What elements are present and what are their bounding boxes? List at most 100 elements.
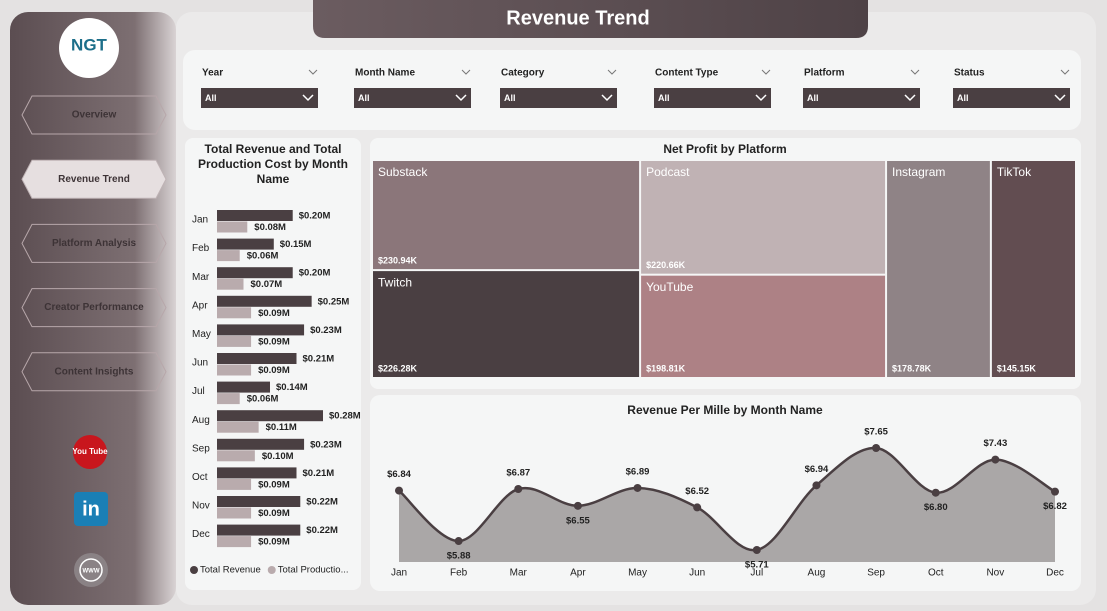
tile-label: Substack: [378, 165, 428, 179]
nav-label[interactable]: Platform Analysis: [52, 238, 137, 249]
point[interactable]: [991, 455, 1000, 464]
x-tick-label: Feb: [450, 568, 468, 579]
data-label: $0.08M: [254, 222, 286, 233]
logo-text: NGT: [71, 35, 108, 54]
data-label: $0.28M: [329, 411, 361, 422]
y-tick-label: Aug: [192, 415, 210, 426]
bar: [217, 478, 252, 490]
title-line: Production Cost by Month: [198, 157, 348, 171]
point[interactable]: [573, 501, 582, 510]
bar: [217, 410, 323, 422]
nav-button[interactable]: [21, 159, 167, 199]
x-tick-label: Jan: [391, 568, 407, 579]
tile-value: $226.28K: [378, 363, 418, 373]
point[interactable]: [693, 503, 702, 512]
bar: [217, 524, 301, 536]
filter-value[interactable]: All: [504, 93, 516, 103]
dropdown-arrow: [1054, 94, 1066, 102]
bar: [217, 421, 259, 433]
nav-label[interactable]: Revenue Trend: [58, 174, 130, 185]
filter-dropdown[interactable]: [500, 88, 617, 108]
point[interactable]: [633, 483, 642, 492]
nav-button[interactable]: [21, 223, 167, 263]
filter-value[interactable]: All: [358, 93, 370, 103]
nav-button[interactable]: [21, 95, 167, 135]
data-label: $0.09M: [258, 365, 290, 376]
y-tick-label: May: [192, 329, 211, 340]
dropdown-arrow: [904, 94, 916, 102]
data-label: $6.52: [685, 486, 709, 497]
point[interactable]: [752, 546, 761, 554]
bar: [217, 507, 252, 519]
filter-dropdown[interactable]: [354, 88, 471, 108]
y-tick-label: Dec: [192, 529, 210, 540]
data-label: $0.09M: [258, 537, 290, 548]
data-label: $6.55: [566, 515, 590, 526]
bar: [217, 393, 240, 405]
point[interactable]: [454, 537, 463, 546]
legend-label: Total Productio...: [278, 565, 349, 576]
x-tick-label: Apr: [570, 568, 586, 579]
point[interactable]: [812, 481, 821, 490]
chart-title: Total Revenue and Total Production Cost b…: [198, 142, 348, 186]
point[interactable]: [395, 486, 403, 495]
treemap-tile[interactable]: [641, 275, 886, 377]
filter-value[interactable]: All: [807, 93, 819, 103]
treemap-tile[interactable]: [887, 161, 990, 377]
x-tick-label: Jul: [750, 568, 763, 579]
point[interactable]: [1051, 487, 1059, 496]
nav-label[interactable]: Overview: [72, 110, 117, 121]
nav-button[interactable]: [21, 352, 167, 392]
bar: [217, 353, 297, 364]
filter-value[interactable]: All: [658, 93, 670, 103]
tile-value: $198.81K: [646, 363, 686, 373]
treemap-tile[interactable]: [641, 161, 886, 274]
nav-label[interactable]: Creator Performance: [44, 302, 144, 313]
y-tick-label: Nov: [192, 501, 210, 512]
filter-chevron: [910, 69, 920, 75]
filter-value[interactable]: All: [205, 93, 217, 103]
data-label: $0.06M: [247, 251, 279, 262]
dropdown-arrow: [455, 94, 467, 102]
treemap-tile[interactable]: [373, 161, 640, 270]
x-tick-label: May: [628, 568, 647, 579]
linkedin-icon[interactable]: [74, 492, 108, 526]
filter-label: Month Name: [355, 68, 415, 79]
chart-title: Revenue Per Mille by Month Name: [627, 403, 823, 417]
chart-title: Net Profit by Platform: [663, 142, 786, 156]
data-label: $0.20M: [299, 268, 331, 279]
charts: Total Revenue and Total Production Cost b…: [190, 142, 1075, 579]
data-label: $0.11M: [266, 422, 297, 433]
dropdown-arrow: [302, 94, 314, 102]
nav-button[interactable]: [21, 288, 167, 328]
x-tick-label: Dec: [1046, 568, 1064, 579]
filter-chevron: [761, 69, 771, 75]
nav-label[interactable]: Content Insights: [55, 366, 134, 377]
tile-value: $145.15K: [997, 363, 1037, 373]
header-tab: [313, 0, 868, 38]
filter-dropdown[interactable]: [803, 88, 920, 108]
y-tick-label: Jul: [192, 386, 205, 397]
data-label: $0.22M: [306, 525, 338, 536]
bar: [217, 221, 248, 233]
point[interactable]: [931, 488, 940, 497]
web-icon[interactable]: [74, 553, 108, 587]
treemap-tile[interactable]: [991, 161, 1075, 377]
y-tick-label: Apr: [192, 300, 208, 311]
youtube-icon[interactable]: [73, 435, 107, 469]
bar: [217, 267, 293, 279]
filter-dropdown[interactable]: [654, 88, 771, 108]
dropdown-arrow: [755, 94, 767, 102]
x-tick-label: Nov: [986, 568, 1004, 579]
filter-dropdown[interactable]: [201, 88, 318, 108]
title-line: Total Revenue and Total: [205, 142, 342, 156]
linkedin-text: in: [82, 498, 100, 520]
bar: [217, 496, 301, 507]
point[interactable]: [514, 485, 523, 494]
filter-dropdown[interactable]: [953, 88, 1070, 108]
y-tick-label: Feb: [192, 243, 210, 254]
treemap-tile[interactable]: [373, 271, 640, 377]
filter-value[interactable]: All: [957, 93, 969, 103]
point[interactable]: [872, 444, 881, 452]
data-label: $0.07M: [251, 279, 283, 290]
